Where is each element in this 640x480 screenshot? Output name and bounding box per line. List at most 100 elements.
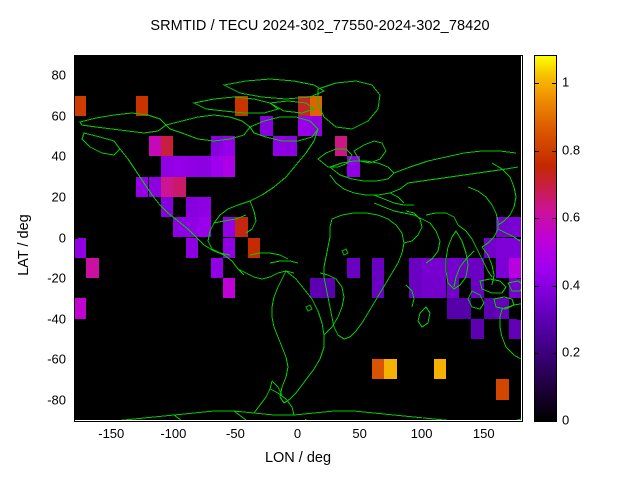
heatmap-cell xyxy=(136,95,149,116)
colorbar-tick-label: 0 xyxy=(562,412,570,428)
heatmap-cell xyxy=(446,298,459,319)
colorbar-gradient xyxy=(535,56,556,421)
y-tick-mark xyxy=(517,399,521,401)
heatmap-cell xyxy=(160,196,174,218)
x-tick-mark xyxy=(483,55,485,59)
heatmap-cell xyxy=(210,257,223,279)
x-tick-label: -50 xyxy=(226,426,245,441)
heatmap-cell xyxy=(508,257,521,279)
colorbar-tick-label: 0.2 xyxy=(562,344,581,360)
x-tick-mark xyxy=(421,55,423,59)
x-tick-mark xyxy=(359,55,361,59)
colorbar-tick-label: 0.4 xyxy=(562,277,581,293)
x-tick-mark xyxy=(173,416,175,420)
map-plot-area[interactable] xyxy=(74,55,521,420)
heatmap-cell xyxy=(446,257,459,279)
heatmap-cell xyxy=(160,176,174,197)
heatmap-cell xyxy=(384,359,397,380)
heatmap-cell xyxy=(235,95,248,116)
heatmap-cell xyxy=(185,156,199,177)
heatmap-cell xyxy=(223,136,236,157)
heatmap-cell xyxy=(74,237,87,258)
colorbar-tick-label: 1 xyxy=(562,74,570,90)
x-axis-title: LON / deg xyxy=(264,450,332,466)
heatmap-cell xyxy=(421,257,435,279)
heatmap-cell xyxy=(173,217,186,238)
heatmap-cell xyxy=(372,278,385,299)
colorbar-tick-label: 0.8 xyxy=(562,142,581,158)
heatmap-cell xyxy=(148,176,161,197)
y-tick-mark xyxy=(517,359,521,361)
heatmap-cell xyxy=(185,217,199,238)
colorbar-tick-mark xyxy=(552,421,556,422)
heatmap-cell xyxy=(160,136,174,157)
heatmap-cell xyxy=(508,217,521,238)
heatmap-cell xyxy=(458,257,472,279)
y-tick-mark xyxy=(74,156,78,158)
colorbar-tick-mark xyxy=(535,150,539,152)
colorbar-tick-mark xyxy=(535,285,539,287)
heatmap-cell xyxy=(434,359,447,380)
heatmap-cell xyxy=(409,257,422,279)
heatmap-cell xyxy=(185,196,199,218)
heatmap-cell xyxy=(496,237,509,258)
heatmap-cell xyxy=(471,318,484,339)
y-tick-mark xyxy=(74,196,78,198)
heatmap-cell xyxy=(173,156,186,177)
colorbar-tick-mark xyxy=(552,83,556,85)
y-tick-mark xyxy=(517,278,521,280)
colorbar-tick-mark xyxy=(552,150,556,152)
y-tick-label: 60 xyxy=(51,108,66,124)
x-tick-mark xyxy=(297,55,299,59)
y-tick-mark xyxy=(74,75,78,77)
heatmap-cell xyxy=(508,318,521,339)
colorbar-tick-mark xyxy=(535,353,539,355)
y-tick-label: -20 xyxy=(47,270,66,286)
heatmap-cell xyxy=(74,95,87,116)
coastline-overlay xyxy=(79,78,521,420)
heatmap-cell xyxy=(496,379,509,400)
colorbar[interactable] xyxy=(534,55,557,422)
heatmap-cell xyxy=(223,156,236,177)
y-tick-mark xyxy=(74,318,78,320)
heatmap-cell xyxy=(198,156,211,177)
heatmap-cell xyxy=(434,257,447,279)
heatmap-cell xyxy=(185,237,199,258)
colorbar-tick-label: 0.6 xyxy=(562,209,581,225)
x-tick-mark xyxy=(235,416,237,420)
y-tick-mark xyxy=(517,156,521,158)
colorbar-tick-mark xyxy=(552,218,556,220)
x-tick-label: 150 xyxy=(472,426,495,441)
y-tick-mark xyxy=(74,237,78,239)
heatmap-cell xyxy=(372,359,385,380)
y-tick-label: 80 xyxy=(51,67,66,83)
heatmap-cell xyxy=(198,196,211,218)
x-tick-mark xyxy=(297,416,299,420)
y-tick-mark xyxy=(517,115,521,117)
colorbar-tick-mark xyxy=(535,83,539,85)
heatmap-cell xyxy=(309,278,323,299)
heatmap-cell xyxy=(247,237,261,258)
heatmap-cell xyxy=(148,136,161,157)
y-tick-mark xyxy=(517,237,521,239)
heatmap-cell xyxy=(458,298,472,319)
y-axis-labels: 80 60 40 20 0 -20 -40 -60 -80 xyxy=(0,0,66,480)
heatmap-cell xyxy=(223,217,236,238)
x-tick-label: -150 xyxy=(98,426,125,441)
heatmap-cell xyxy=(297,115,310,137)
heatmap-cell xyxy=(334,136,348,157)
heatmap-cell xyxy=(309,95,323,116)
x-tick-mark xyxy=(359,416,361,420)
x-tick-label: -100 xyxy=(160,426,187,441)
x-tick-label: 100 xyxy=(410,426,433,441)
colorbar-tick-mark xyxy=(552,353,556,355)
x-tick-mark xyxy=(173,55,175,59)
y-tick-mark xyxy=(74,278,78,280)
y-tick-mark xyxy=(517,75,521,77)
x-tick-mark xyxy=(421,416,423,420)
y-tick-mark xyxy=(74,115,78,117)
y-axis-title: LAT / deg xyxy=(16,214,32,276)
x-tick-mark xyxy=(235,55,237,59)
chart-title: SRMTID / TECU 2024-302_77550-2024-302_78… xyxy=(150,18,490,34)
